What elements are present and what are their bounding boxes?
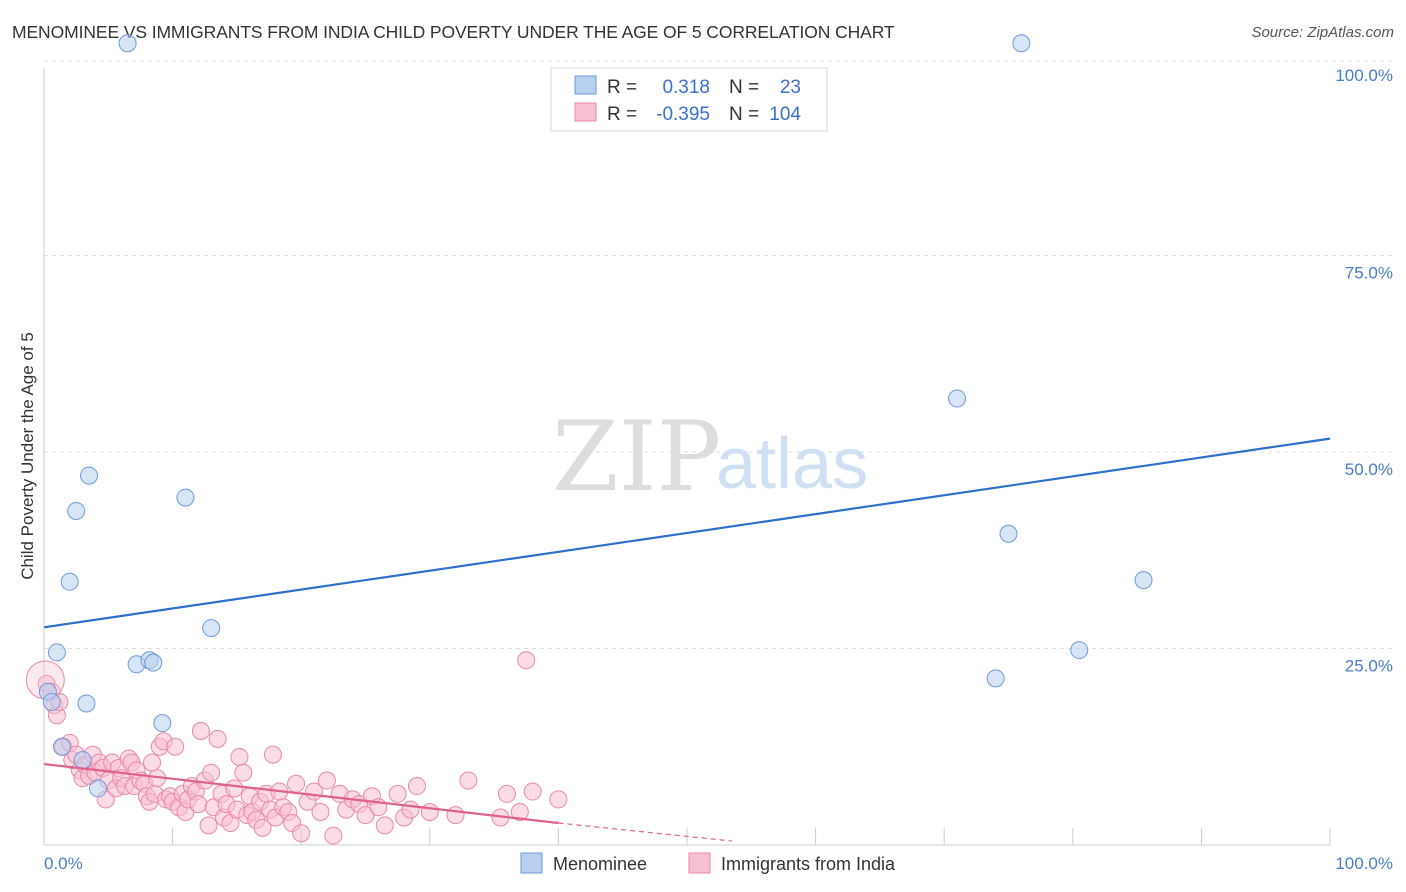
india-point-60 <box>230 747 249 766</box>
menominee-point-20 <box>1134 571 1153 590</box>
legend-swatch-india <box>574 102 597 122</box>
series-legend-label-india: Immigrants from India <box>721 854 896 874</box>
menominee-point-14 <box>42 692 61 711</box>
india-point-101 <box>517 651 536 670</box>
menominee-point-12 <box>77 694 96 713</box>
legend-n-label-india: N = <box>729 104 759 125</box>
y-tick-label-100: 100.0% <box>1335 66 1393 85</box>
india-point-48 <box>191 722 210 741</box>
india-point-103 <box>549 790 568 809</box>
correlation-legend: R = 0.318 N = 23 R = -0.395 N = 104 <box>550 67 828 132</box>
series-legend: Menominee Immigrants from India <box>520 852 896 874</box>
menominee-point-11 <box>153 714 172 733</box>
india-point-91 <box>388 784 407 803</box>
legend-r-label-india: R = <box>607 104 637 125</box>
legend-n-label-menominee: N = <box>729 77 759 98</box>
india-point-70 <box>263 745 282 764</box>
menominee-point-6 <box>176 488 195 507</box>
india-point-97 <box>459 771 478 790</box>
axis-layer <box>43 68 1331 846</box>
india-point-81 <box>317 771 336 790</box>
menominee-point-19 <box>999 524 1018 543</box>
series-legend-swatch-menominee <box>520 852 543 874</box>
y-tick-labels: 25.0% 50.0% 75.0% 100.0% <box>1335 66 1393 676</box>
x-tick-min: 0.0% <box>44 854 83 873</box>
chart-title: MENOMINEE VS IMMIGRANTS FROM INDIA CHILD… <box>12 22 895 42</box>
legend-swatch-menominee <box>574 75 597 95</box>
india-point-96 <box>446 806 465 825</box>
india-point-53 <box>208 729 227 748</box>
india-point-95 <box>420 802 439 821</box>
menominee-point-3 <box>47 643 66 662</box>
india-point-93 <box>401 800 420 819</box>
menominee-point-21 <box>1070 641 1089 660</box>
y-tick-label-50: 50.0% <box>1345 460 1393 479</box>
grid-layer <box>44 60 1394 649</box>
india-trend-line <box>43 762 559 825</box>
india-point-67 <box>253 818 272 837</box>
india-point-76 <box>287 774 306 793</box>
menominee-point-15 <box>53 737 72 756</box>
india-point-47 <box>189 795 208 814</box>
menominee-point-16 <box>73 751 92 770</box>
menominee-point-22 <box>986 669 1005 688</box>
series-legend-label-menominee: Menominee <box>553 854 647 874</box>
india-trend-extension <box>558 822 733 842</box>
menominee-point-1 <box>1012 34 1031 53</box>
legend-r-value-india: -0.395 <box>656 104 710 125</box>
menominee-point-4 <box>67 501 86 520</box>
menominee-trend-line <box>43 437 1331 629</box>
india-point-90 <box>375 816 394 835</box>
menominee-point-18 <box>948 389 967 408</box>
menominee-point-7 <box>202 619 221 638</box>
menominee-point-10 <box>144 653 163 672</box>
watermark-zip: ZIP <box>552 401 721 513</box>
y-tick-label-75: 75.0% <box>1345 264 1393 283</box>
india-point-82 <box>324 826 343 845</box>
x-tick-max: 100.0% <box>1335 854 1393 873</box>
menominee-point-5 <box>60 572 79 591</box>
menominee-point-0 <box>118 34 137 53</box>
india-point-99 <box>497 784 516 803</box>
india-point-61 <box>234 763 253 782</box>
india-point-100 <box>510 802 529 821</box>
legend-box <box>550 67 828 132</box>
y-tick-label-25: 25.0% <box>1345 657 1393 676</box>
india-point-80 <box>311 802 330 821</box>
india-point-58 <box>225 779 244 798</box>
menominee-point-17 <box>89 779 108 798</box>
source-label: Source: ZipAtlas.com <box>1251 24 1394 41</box>
legend-r-label-menominee: R = <box>607 77 637 98</box>
india-point-102 <box>523 782 542 801</box>
series-legend-swatch-india <box>688 852 711 874</box>
watermark-atlas: atlas <box>716 424 868 504</box>
menominee-points <box>38 34 1153 798</box>
india-point-51 <box>202 763 221 782</box>
india-point-50 <box>199 816 218 835</box>
y-axis-label: Child Poverty Under the Age of 5 <box>18 332 37 580</box>
menominee-point-2 <box>80 466 99 485</box>
legend-n-value-menominee: 23 <box>780 77 801 98</box>
india-point-40 <box>166 737 185 756</box>
india-point-32 <box>143 753 162 772</box>
india-point-77 <box>292 824 311 843</box>
india-point-94 <box>407 777 426 796</box>
legend-n-value-india: 104 <box>769 104 801 125</box>
india-points <box>25 651 568 845</box>
watermark: ZIP atlas <box>552 401 868 513</box>
trend-layer <box>43 437 1331 842</box>
legend-r-value-menominee: 0.318 <box>662 77 710 98</box>
